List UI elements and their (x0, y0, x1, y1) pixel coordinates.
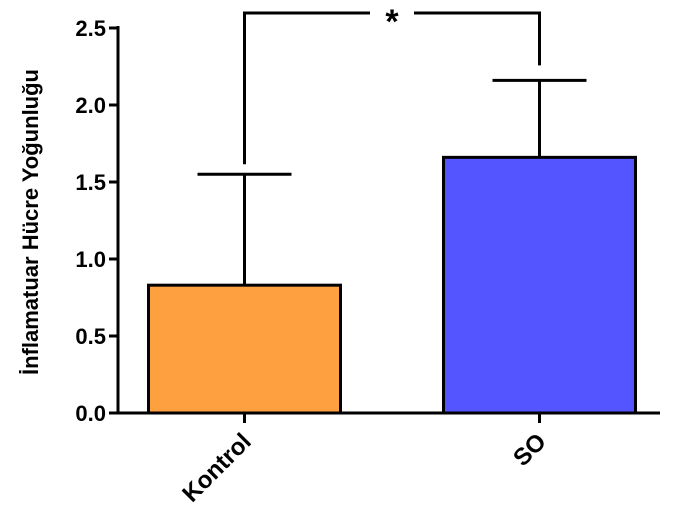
x-tick-label: SO (508, 428, 552, 472)
bracket-left (243, 11, 370, 165)
y-tick-label: 1.0 (75, 247, 106, 272)
bars (147, 155, 637, 415)
y-axis: 0.0 0.5 1.0 1.5 2.0 2.5 (75, 16, 120, 426)
y-tick-label: 0.0 (75, 401, 106, 426)
y-axis-title: İnflamatuar Hücre Yoğunluğu (18, 69, 43, 375)
significance-bracket: * (243, 3, 541, 165)
x-tick-label: Kontrol (177, 428, 256, 507)
x-axis: Kontrol SO (116, 411, 660, 508)
y-tick-label: 0.5 (75, 324, 106, 349)
y-tick-label: 2.0 (75, 93, 106, 118)
y-tick-label: 1.5 (75, 170, 106, 195)
error-bars (197, 78, 587, 286)
bracket-right (414, 11, 541, 66)
significance-star: * (385, 3, 399, 41)
y-tick-label: 2.5 (75, 16, 106, 41)
bar-kontrol (147, 283, 342, 415)
bar-so (442, 155, 637, 415)
